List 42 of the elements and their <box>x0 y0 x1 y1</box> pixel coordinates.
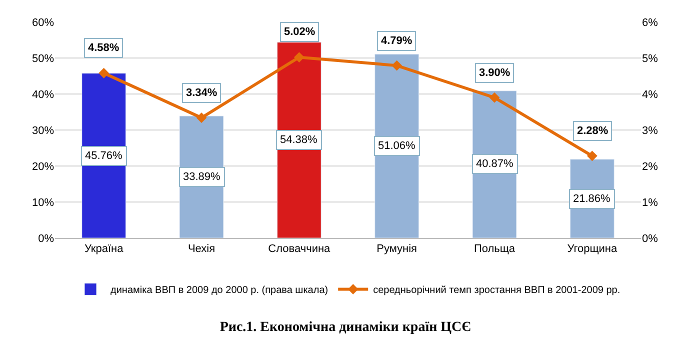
bar <box>374 54 420 238</box>
y-tick-label: 40% <box>32 88 54 101</box>
point <box>586 150 598 162</box>
y-tick-label: 0% <box>38 232 54 245</box>
y2-tick-label: 5% <box>642 52 658 65</box>
y2-tick-label: 1% <box>642 196 658 209</box>
data-label: 3.90% <box>479 67 510 79</box>
y-tick-label: 20% <box>32 160 54 173</box>
y-tick-label: 60% <box>32 16 54 29</box>
data-label: 21.86% <box>573 193 611 205</box>
x-tick-label: Польща <box>474 243 516 256</box>
x-tick-label: Україна <box>84 243 124 256</box>
y2-tick-label: 4% <box>642 88 658 101</box>
x-tick-label: Румунія <box>376 243 418 256</box>
point <box>294 52 304 62</box>
data-label: 40.87% <box>476 158 514 170</box>
y-tick-label: 30% <box>32 124 54 137</box>
point <box>196 112 207 123</box>
data-label: 33.89% <box>183 171 221 183</box>
data-label: 2.28% <box>577 125 608 137</box>
data-label: 5.02% <box>284 26 316 38</box>
legend-label: динаміка ВВП в 2009 до 2000 р. (права шкала) <box>110 285 328 296</box>
x-tick-label: Чехія <box>188 243 216 256</box>
y-tick-label: 50% <box>32 52 54 65</box>
legend-label: середньорічний темп зростання ВВП в 2001-2009 рр. <box>373 285 620 296</box>
y2-tick-label: 3% <box>642 124 658 137</box>
point <box>392 60 402 71</box>
y2-tick-label: 6% <box>642 16 658 29</box>
text: Рис.1. Економічна динаміки країн ЦСЄ <box>220 320 472 336</box>
y-tick-label: 10% <box>32 196 54 209</box>
data-label: 54.38% <box>280 134 318 146</box>
data-label: 45.76% <box>85 150 123 162</box>
x-tick-label: Словаччина <box>268 243 332 256</box>
point <box>98 68 110 78</box>
y2-tick-label: 0% <box>642 232 658 245</box>
data-label: 51.06% <box>378 140 416 152</box>
data-label: 4.58% <box>88 42 120 54</box>
data-label: 3.34% <box>186 87 218 99</box>
y2-tick-label: 2% <box>642 160 658 173</box>
x-tick-label: Угорщина <box>567 243 618 256</box>
point <box>489 92 500 103</box>
data-label: 4.79% <box>381 35 412 47</box>
